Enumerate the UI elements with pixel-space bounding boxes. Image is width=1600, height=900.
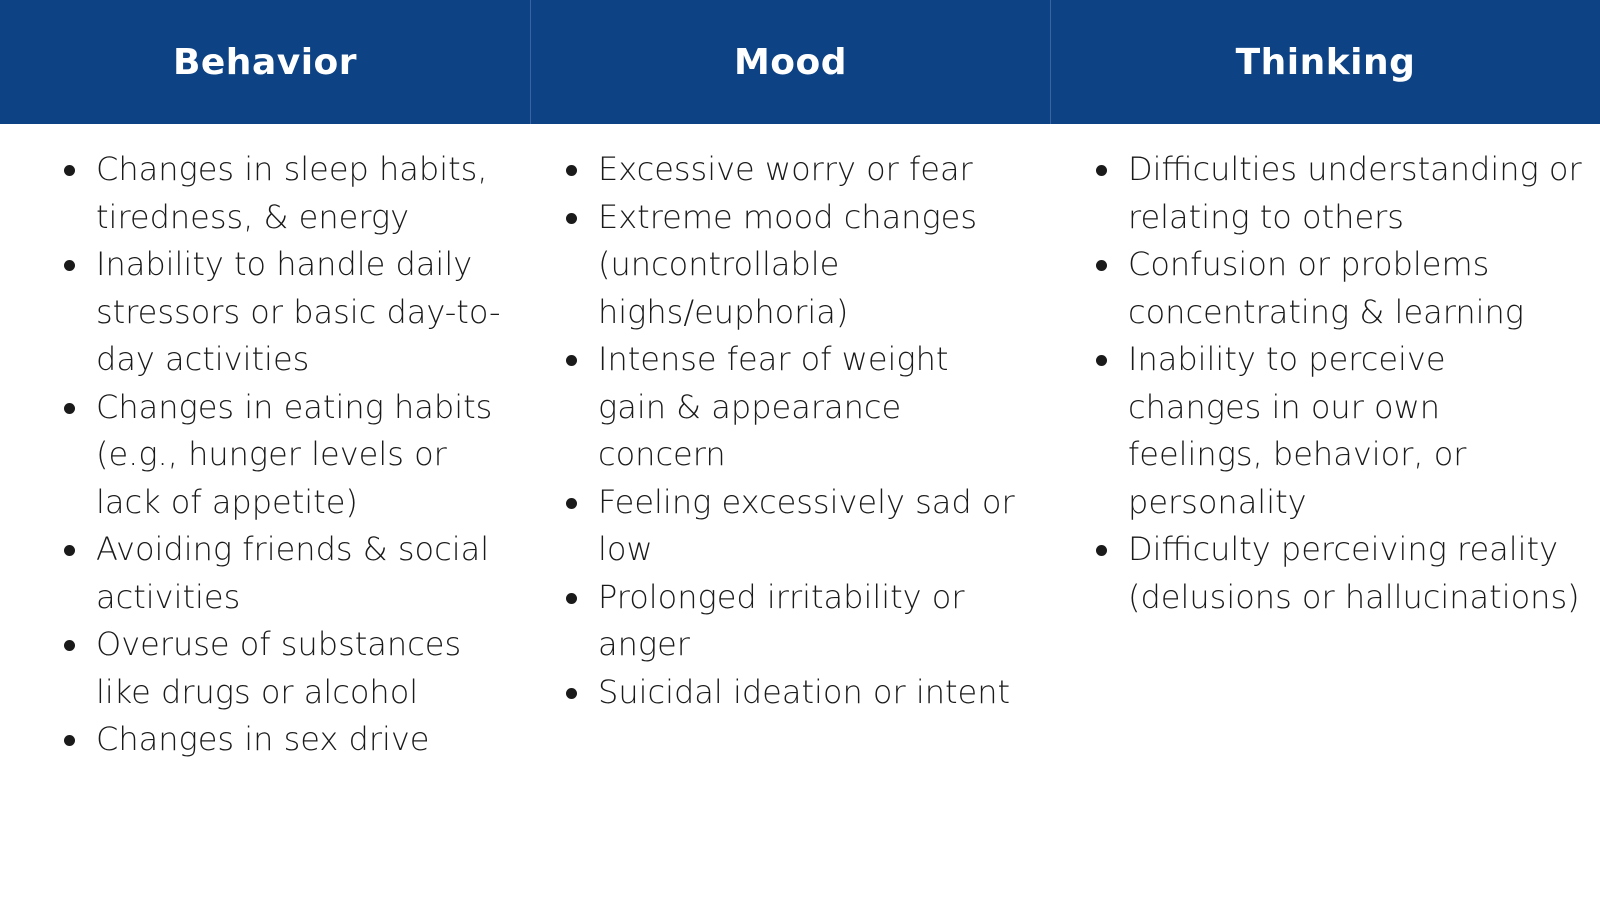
column-mood: Excessive worry or fear Extreme mood cha… (530, 124, 1050, 900)
list-item: Changes in eating habits (e.g., hunger l… (62, 384, 502, 527)
header-thinking-label: Thinking (1235, 41, 1416, 83)
header-mood: Mood (530, 0, 1050, 124)
column-thinking: Difficulties understanding or relating t… (1050, 124, 1600, 900)
list-item: Suicidal ideation or intent (564, 669, 1024, 717)
behavior-list: Changes in sleep habits, tiredness, & en… (62, 146, 502, 764)
list-item: Confusion or problems concentrating & le… (1094, 241, 1584, 336)
list-item: Overuse of substances like drugs or alco… (62, 621, 502, 716)
list-item: Prolonged irritability or anger (564, 574, 1024, 669)
list-item: Difficulty perceiving reality (delusions… (1094, 526, 1584, 621)
header-mood-label: Mood (733, 41, 848, 83)
header-thinking: Thinking (1050, 0, 1600, 124)
thinking-list: Difficulties understanding or relating t… (1094, 146, 1584, 621)
list-item: Inability to perceive changes in our own… (1094, 336, 1584, 526)
list-item: Avoiding friends & social activities (62, 526, 502, 621)
list-item: Intense fear of weight gain & appearance… (564, 336, 1024, 479)
list-item: Feeling excessively sad or low (564, 479, 1024, 574)
list-item: Difficulties understanding or relating t… (1094, 146, 1584, 241)
column-behavior: Changes in sleep habits, tiredness, & en… (0, 124, 530, 900)
list-item: Changes in sex drive (62, 716, 502, 764)
list-item: Changes in sleep habits, tiredness, & en… (62, 146, 502, 241)
mood-list: Excessive worry or fear Extreme mood cha… (564, 146, 1024, 716)
header-behavior-label: Behavior (172, 41, 358, 83)
list-item: Inability to handle daily stressors or b… (62, 241, 502, 384)
list-item: Excessive worry or fear (564, 146, 1024, 194)
list-item: Extreme mood changes (uncontrollable hig… (564, 194, 1024, 337)
header-behavior: Behavior (0, 0, 530, 124)
